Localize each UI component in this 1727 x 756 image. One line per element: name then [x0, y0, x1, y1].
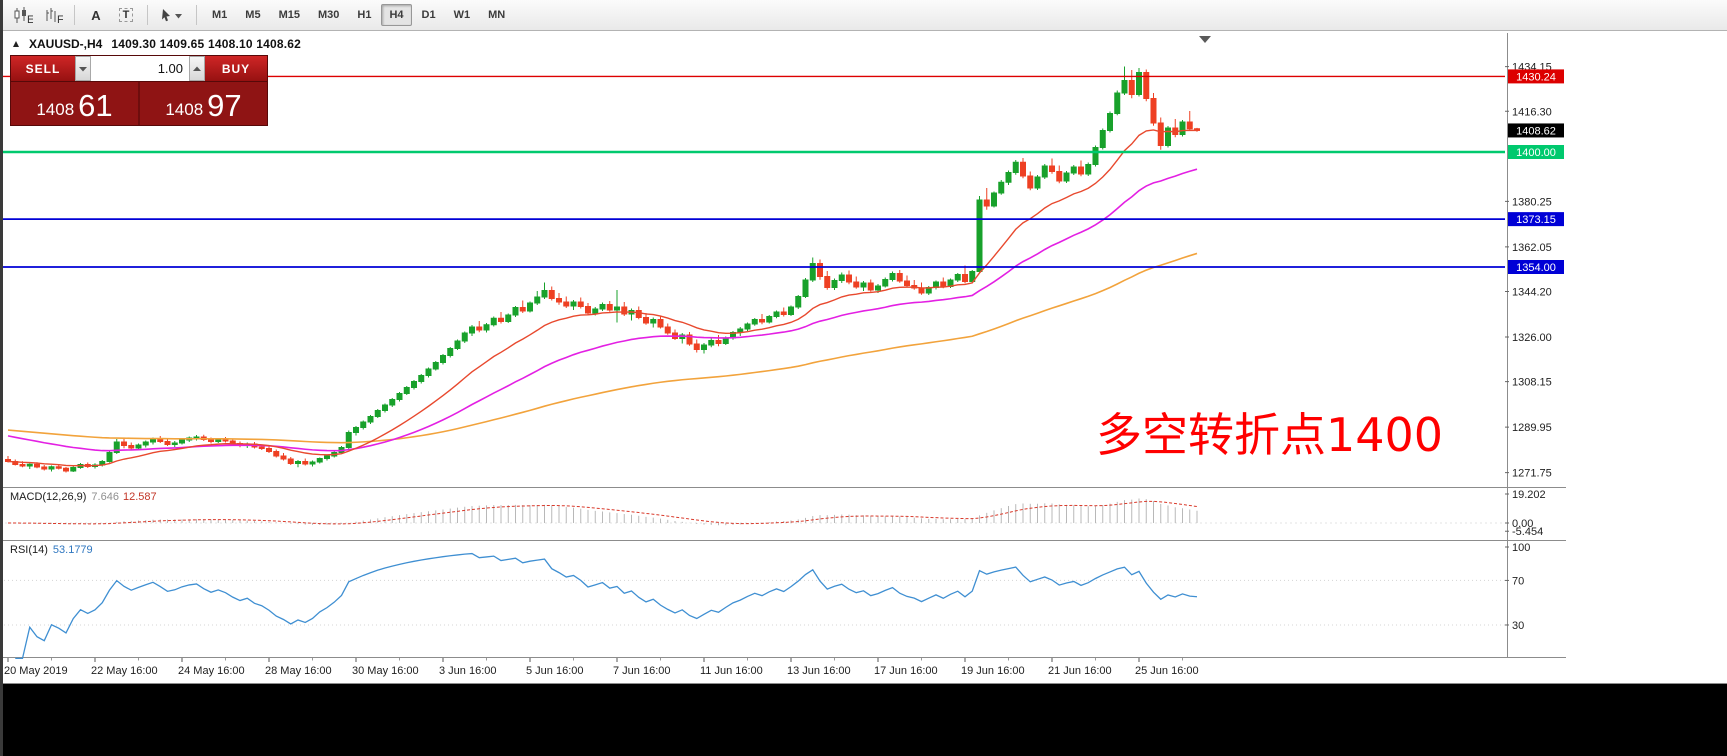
caret-up-icon — [193, 66, 201, 71]
draw-tools-icon[interactable] — [156, 3, 188, 27]
candles-layer — [5, 66, 1200, 473]
svg-text:17 Jun 16:00: 17 Jun 16:00 — [874, 665, 938, 677]
svg-text:1271.75: 1271.75 — [1512, 468, 1552, 480]
moving-averages — [7, 129, 1198, 467]
svg-text:1362.05: 1362.05 — [1512, 242, 1552, 254]
svg-text:-5.454: -5.454 — [1512, 526, 1543, 538]
chart-ohlc-values: 1409.30 1409.65 1408.10 1408.62 — [111, 37, 302, 51]
svg-text:3 Jun 16:00: 3 Jun 16:00 — [439, 665, 497, 677]
timeframe-w1-button[interactable]: W1 — [446, 4, 479, 26]
macd-main-value: 7.646 — [91, 491, 119, 503]
toolbar-separator — [74, 5, 75, 25]
svg-text:28 May 16:00: 28 May 16:00 — [265, 665, 332, 677]
svg-text:1408.62: 1408.62 — [1516, 125, 1556, 137]
svg-text:F: F — [57, 14, 63, 24]
svg-text:25 Jun 16:00: 25 Jun 16:00 — [1135, 665, 1199, 677]
timeframe-h1-button[interactable]: H1 — [349, 4, 379, 26]
rsi-panel: 100 70 30 — [0, 542, 1530, 660]
bid-price[interactable]: 1408 61 — [11, 82, 138, 125]
svg-text:1380.25: 1380.25 — [1512, 196, 1552, 208]
rsi-name: RSI(14) — [10, 544, 48, 556]
bottom-black-bar — [0, 684, 1727, 756]
svg-text:21 Jun 16:00: 21 Jun 16:00 — [1048, 665, 1112, 677]
timeframe-mn-button[interactable]: MN — [480, 4, 513, 26]
rsi-value: 53.1779 — [52, 544, 93, 556]
svg-text:20 May 2019: 20 May 2019 — [4, 665, 68, 677]
svg-text:100: 100 — [1512, 542, 1530, 554]
sell-button[interactable]: SELL — [11, 56, 75, 81]
volume-increase-button[interactable] — [189, 56, 205, 81]
macd-indicator-label: MACD(12,26,9) 7.646 12.587 — [10, 491, 157, 503]
volume-decrease-button[interactable] — [75, 56, 91, 81]
svg-text:19.202: 19.202 — [1512, 489, 1546, 501]
chart-symbol-period: XAUUSD-,H4 — [29, 37, 103, 51]
svg-text:7 Jun 16:00: 7 Jun 16:00 — [613, 665, 671, 677]
svg-text:1289.95: 1289.95 — [1512, 422, 1552, 434]
one-click-trading-panel: SELL BUY 1408 61 1408 97 — [10, 55, 268, 126]
svg-text:24 May 16:00: 24 May 16:00 — [178, 665, 245, 677]
chart-title: XAUUSD-,H4 1409.30 1409.65 1408.10 1408.… — [12, 37, 301, 51]
svg-text:E: E — [27, 14, 33, 24]
timeframe-d1-button[interactable]: D1 — [414, 4, 444, 26]
svg-text:1416.30: 1416.30 — [1512, 106, 1552, 118]
timeframe-m5-button[interactable]: M5 — [237, 4, 268, 26]
timeframe-h4-button[interactable]: H4 — [381, 4, 412, 26]
rsi-indicator-label: RSI(14) 53.1779 — [10, 544, 93, 556]
candlestick-chart-icon[interactable]: E — [10, 3, 36, 27]
svg-text:1400.00: 1400.00 — [1516, 147, 1556, 159]
svg-text:1430.24: 1430.24 — [1516, 71, 1556, 83]
panel-separators — [0, 33, 1727, 684]
svg-text:1326.00: 1326.00 — [1512, 332, 1552, 344]
svg-text:13 Jun 16:00: 13 Jun 16:00 — [787, 665, 851, 677]
svg-text:30 May 16:00: 30 May 16:00 — [352, 665, 419, 677]
bid-price-pips: 61 — [78, 88, 113, 123]
svg-text:70: 70 — [1512, 575, 1524, 587]
ask-price-pips: 97 — [207, 88, 242, 123]
buy-button[interactable]: BUY — [205, 56, 267, 81]
caret-down-icon — [79, 66, 87, 71]
timeframe-m30-button[interactable]: M30 — [310, 4, 347, 26]
svg-text:5 Jun 16:00: 5 Jun 16:00 — [526, 665, 584, 677]
svg-text:22 May 16:00: 22 May 16:00 — [91, 665, 158, 677]
macd-name: MACD(12,26,9) — [10, 491, 87, 503]
timeframe-button-group: M1 M5 M15 M30 H1 H4 D1 W1 MN — [203, 4, 514, 26]
ask-price-main: 1408 — [165, 100, 204, 119]
svg-text:19 Jun 16:00: 19 Jun 16:00 — [961, 665, 1025, 677]
chart-shift-marker-icon — [1199, 36, 1211, 43]
svg-text:11 Jun 16:00: 11 Jun 16:00 — [700, 665, 763, 677]
trade-panel-controls: SELL BUY — [11, 56, 267, 81]
macd-panel: 19.202 0.00-5.454 — [0, 489, 1546, 538]
toolbar-separator — [196, 5, 197, 25]
svg-text:1344.20: 1344.20 — [1512, 287, 1552, 299]
text-annotation-icon[interactable]: A — [83, 3, 109, 27]
text-box-icon[interactable]: T — [113, 3, 139, 27]
bid-price-main: 1408 — [36, 100, 75, 119]
price-scale[interactable]: 1434.151416.301380.251362.051344.201326.… — [1505, 62, 1552, 480]
bar-chart-grid-icon[interactable]: F — [40, 3, 66, 27]
svg-text:30: 30 — [1512, 620, 1524, 632]
symbol-marker-icon — [12, 40, 20, 48]
time-axis[interactable]: 20 May 2019 22 May 16:00 24 May 16:00 28 Ma… — [4, 658, 1199, 677]
ask-price[interactable]: 1408 97 — [138, 82, 267, 125]
svg-text:1373.15: 1373.15 — [1516, 214, 1556, 226]
chart-text-annotation: 多空转折点1400 — [1096, 408, 1444, 462]
timeframe-m1-button[interactable]: M1 — [204, 4, 235, 26]
volume-input[interactable] — [91, 56, 189, 81]
svg-text:1354.00: 1354.00 — [1516, 262, 1556, 274]
svg-text:0.00: 0.00 — [1512, 518, 1533, 530]
toolbar-separator — [147, 5, 148, 25]
timeframe-m15-button[interactable]: M15 — [271, 4, 308, 26]
window-left-border — [0, 0, 3, 756]
horizontal-level-lines[interactable]: 1430.24 1408.62 1400.00 1373.15 1354.00 — [0, 69, 1564, 274]
macd-signal-value: 12.587 — [122, 491, 157, 503]
svg-text:1308.15: 1308.15 — [1512, 377, 1552, 389]
trade-panel-prices: 1408 61 1408 97 — [11, 81, 267, 125]
